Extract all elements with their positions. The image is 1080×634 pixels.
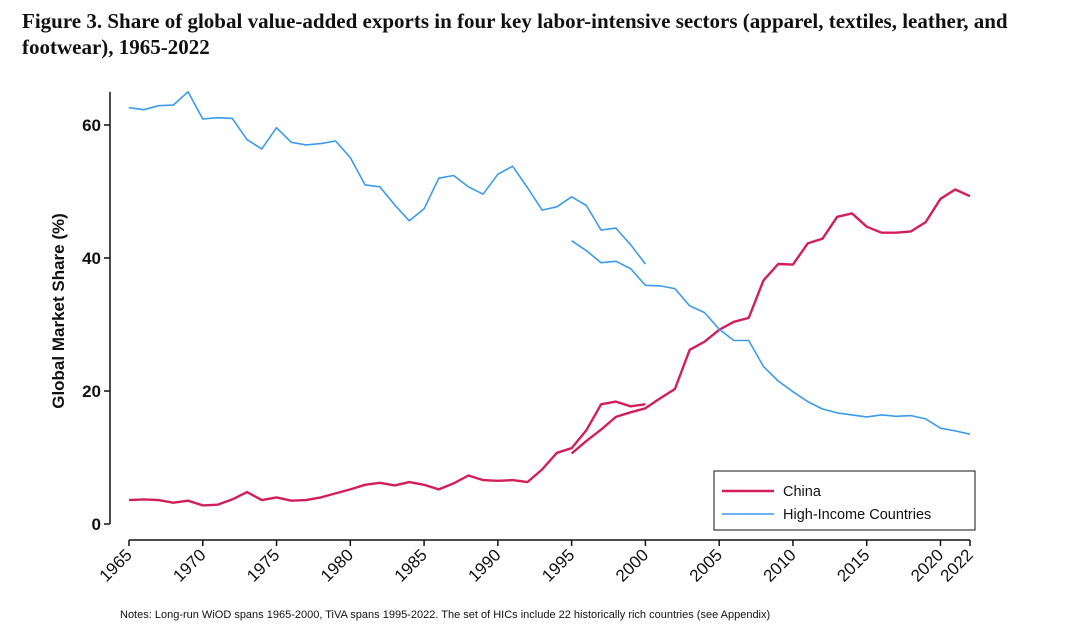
legend-box xyxy=(713,470,976,531)
series-layer xyxy=(128,91,971,507)
x-tick-label: 1970 xyxy=(169,545,209,585)
y-tick-label: 60 xyxy=(82,116,101,135)
figure-title: Figure 3. Share of global value-added ex… xyxy=(22,9,1008,59)
legend: China High-Income Countries xyxy=(713,470,976,531)
x-tick-label: 2010 xyxy=(760,545,800,585)
notes-text: Notes: Long-run WiOD spans 1965-2000, Ti… xyxy=(120,609,771,621)
y-tick-label: 40 xyxy=(82,249,101,268)
legend-label: High-Income Countries xyxy=(783,507,931,523)
x-tick-label: 1985 xyxy=(391,545,431,585)
high-income-countries-series-line-2 xyxy=(571,240,971,435)
x-tick-label: 2005 xyxy=(686,545,726,585)
x-tick-label: 2022 xyxy=(937,545,977,585)
china-series-line-1 xyxy=(128,400,646,507)
x-tick-label: 1975 xyxy=(243,545,283,585)
y-axis-label: Global Market Share (%) xyxy=(49,213,68,409)
x-tick-label: 1995 xyxy=(538,545,578,585)
china-series-line-2 xyxy=(570,188,971,455)
x-tick-label: 2000 xyxy=(612,545,652,585)
plot-area xyxy=(100,72,1055,535)
x-tick-label: 1965 xyxy=(96,545,136,585)
y-tick-label: 0 xyxy=(92,515,101,534)
legend-label: China xyxy=(783,484,822,500)
x-tick-label: 1980 xyxy=(317,545,357,585)
x-tick-label: 1990 xyxy=(465,545,505,585)
x-tick-label: 2020 xyxy=(907,545,947,585)
x-tick-label: 2015 xyxy=(833,545,873,585)
y-tick-label: 20 xyxy=(82,382,101,401)
high-income-countries-series-line-1 xyxy=(128,91,647,265)
